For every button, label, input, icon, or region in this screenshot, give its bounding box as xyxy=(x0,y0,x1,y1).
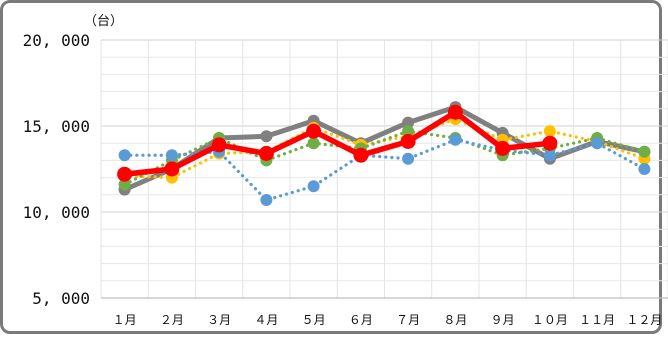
x-tick-label: １０月 xyxy=(532,313,568,327)
series-line xyxy=(121,109,553,177)
data-point xyxy=(307,137,320,150)
data-point xyxy=(402,125,415,138)
y-tick-label: 5, 000 xyxy=(32,289,90,308)
y-tick-label: 20, 000 xyxy=(23,31,90,50)
series-line xyxy=(122,138,647,202)
data-point xyxy=(591,137,604,150)
data-point xyxy=(449,133,462,146)
data-point xyxy=(117,166,133,182)
data-point xyxy=(353,147,369,163)
data-point xyxy=(306,123,322,139)
data-point xyxy=(638,145,651,158)
x-tick-labels: １月 ２月 ３月 ４月 ５月 ６月 ７月 ８月 ９月 １０月 １１月 １２月 xyxy=(113,313,663,327)
data-point xyxy=(447,104,463,120)
x-tick-label: １２月 xyxy=(626,313,662,327)
series-group xyxy=(117,101,651,206)
data-point xyxy=(402,116,415,129)
data-point xyxy=(542,135,558,151)
gridlines xyxy=(100,39,668,299)
data-point xyxy=(164,161,180,177)
x-tick-label: ８月 xyxy=(443,313,467,327)
data-point xyxy=(400,134,416,149)
data-point xyxy=(307,180,320,193)
data-point xyxy=(402,152,415,165)
data-point xyxy=(638,163,651,175)
x-tick-label: ９月 xyxy=(491,313,515,327)
y-tick-label: 10, 000 xyxy=(23,203,90,222)
series-line xyxy=(122,104,647,193)
data-point xyxy=(258,146,274,161)
series-5 xyxy=(117,104,558,182)
data-point xyxy=(165,149,178,162)
series-line xyxy=(122,129,647,187)
y-tick-label: 15, 000 xyxy=(23,117,90,136)
data-point xyxy=(495,140,511,156)
x-tick-label: ６月 xyxy=(349,313,373,327)
chart-frame xyxy=(0,0,662,334)
data-point xyxy=(118,178,131,191)
data-point xyxy=(543,149,556,162)
data-point xyxy=(211,137,227,153)
data-point xyxy=(260,130,273,143)
y-tick-labels: 5, 000 10, 000 15, 000 20, 000 xyxy=(23,31,90,308)
x-tick-label: ７月 xyxy=(396,313,420,327)
x-tick-label: ４月 xyxy=(254,313,278,327)
x-tick-label: １月 xyxy=(113,313,137,327)
x-tick-label: ２月 xyxy=(160,313,184,327)
x-tick-label: ３月 xyxy=(207,313,231,327)
x-tick-label: ５月 xyxy=(302,313,326,327)
data-point xyxy=(260,194,273,206)
data-point xyxy=(543,125,556,138)
data-point xyxy=(118,149,131,162)
x-tick-label: １１月 xyxy=(579,313,615,327)
y-unit-label: （台） xyxy=(84,14,123,29)
